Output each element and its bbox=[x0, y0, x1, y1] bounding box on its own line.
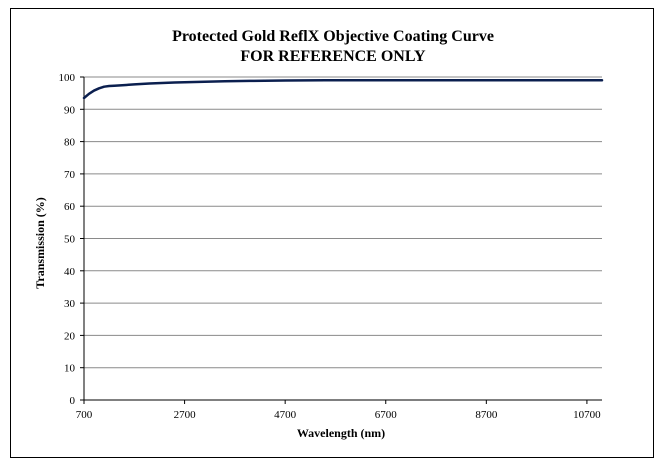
x-tick-label-700: 700 bbox=[76, 409, 93, 421]
tick-labels: 0 10 20 30 40 50 60 70 80 90 100 700 2700 4700 6700 870… bbox=[59, 72, 602, 421]
chart-title: Protected Gold ReflX Objective Coating C… bbox=[172, 28, 494, 45]
y-tick-label-10: 10 bbox=[64, 363, 76, 375]
y-tick-label-20: 20 bbox=[64, 330, 76, 342]
x-tick-label-4700: 4700 bbox=[274, 409, 297, 421]
chart-frame: Protected Gold ReflX Objective Coating C… bbox=[10, 8, 654, 458]
y-axis-label: Transmission (%) bbox=[33, 197, 47, 288]
y-tick-label-30: 30 bbox=[64, 298, 76, 310]
chart-svg: Protected Gold ReflX Objective Coating C… bbox=[33, 28, 604, 440]
y-tick-label-40: 40 bbox=[64, 266, 76, 278]
y-tick-label-80: 80 bbox=[64, 137, 76, 149]
series-line-0 bbox=[82, 78, 604, 100]
y-tick-label-70: 70 bbox=[64, 169, 76, 181]
y-tick-label-50: 50 bbox=[64, 234, 76, 246]
grid-lines bbox=[84, 76, 602, 369]
y-tick-label-90: 90 bbox=[64, 104, 76, 116]
x-axis-label: Wavelength (nm) bbox=[297, 426, 385, 440]
axes bbox=[80, 76, 602, 404]
series-layer bbox=[82, 78, 604, 100]
x-tick-label-6700: 6700 bbox=[375, 409, 398, 421]
x-tick-label-2700: 2700 bbox=[174, 409, 197, 421]
x-tick-label-10700: 10700 bbox=[573, 409, 601, 421]
y-tick-label-0: 0 bbox=[70, 395, 76, 407]
y-tick-label-60: 60 bbox=[64, 201, 76, 213]
y-tick-label-100: 100 bbox=[59, 72, 76, 84]
x-tick-label-8700: 8700 bbox=[475, 409, 498, 421]
chart-subtitle: FOR REFERENCE ONLY bbox=[240, 48, 426, 65]
